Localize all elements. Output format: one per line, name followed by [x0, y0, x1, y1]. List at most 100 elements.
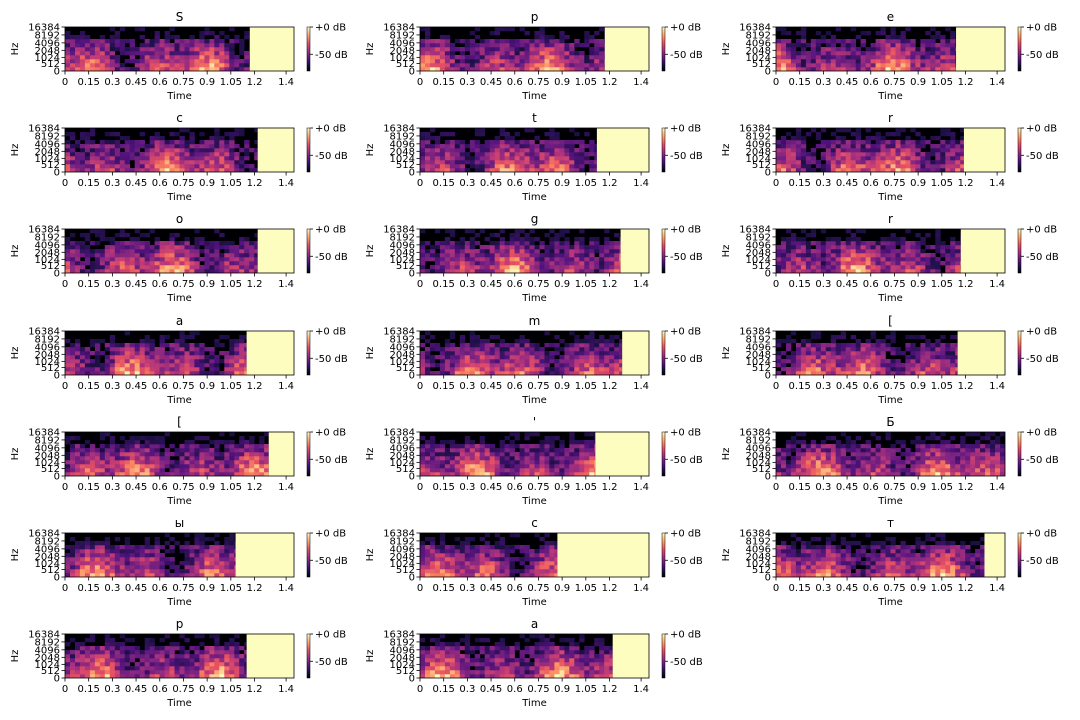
- spectrogram-cell: [895, 371, 901, 375]
- spectrogram-cell: [559, 160, 565, 165]
- spectrogram-cell: [860, 343, 866, 348]
- spectrogram-cell: [70, 164, 76, 169]
- spectrogram-cell: [425, 136, 431, 141]
- spectrogram-cell: [174, 355, 180, 360]
- spectrogram-cell: [950, 241, 956, 246]
- colorbar: [1018, 128, 1021, 172]
- spectrogram-cell: [154, 464, 160, 469]
- spectrogram-cell: [955, 156, 961, 161]
- spectrogram-cell: [159, 444, 165, 449]
- spectrogram-cell: [264, 456, 269, 461]
- spectrogram-cell: [609, 261, 615, 266]
- spectrogram-cell: [234, 253, 240, 258]
- spectrogram-cell: [259, 460, 265, 465]
- spectrogram-cell: [75, 355, 81, 360]
- spectrogram-cell: [89, 241, 96, 246]
- spectrogram-cell: [529, 261, 535, 266]
- spectrogram-energy: [65, 432, 269, 476]
- spectrogram-cell: [865, 367, 871, 372]
- y-tick-label: 512: [41, 59, 60, 70]
- spectrogram-cell: [464, 67, 471, 71]
- spectrogram-cell: [504, 59, 510, 64]
- spectrogram-cell: [479, 63, 485, 68]
- spectrogram-cell: [109, 43, 116, 48]
- spectrogram-cell: [950, 261, 956, 266]
- spectrogram-cell: [614, 371, 620, 375]
- spectrogram-cell: [805, 343, 812, 348]
- spectrogram-cell: [544, 245, 550, 250]
- spectrogram-cell: [209, 257, 215, 262]
- spectrogram-cell: [940, 335, 946, 340]
- spectrogram-cell: [204, 257, 210, 262]
- spectrogram-cell: [800, 245, 807, 250]
- spectrogram-cell: [915, 367, 921, 372]
- spectrogram-cell: [219, 51, 225, 56]
- spectrogram-cell: [239, 351, 245, 356]
- y-axis-label: Hz: [365, 144, 376, 157]
- spectrogram-cell: [805, 347, 812, 352]
- spectrogram-cell: [514, 164, 520, 169]
- spectrogram-cell: [830, 245, 837, 250]
- spectrogram-cell: [144, 440, 150, 445]
- spectrogram-cell: [70, 436, 76, 441]
- spectrogram-cell: [139, 472, 145, 476]
- spectrogram-cell: [99, 67, 106, 71]
- colorbar-tick-label: -50 dB: [1026, 151, 1059, 162]
- spectrogram-cell: [234, 265, 240, 270]
- spectrogram-cell: [860, 249, 866, 254]
- spectrogram-cell: [114, 359, 121, 364]
- spectrogram-cell: [870, 261, 876, 266]
- spectrogram-cell: [895, 168, 901, 172]
- spectrogram-cell: [529, 39, 535, 44]
- spectrogram-cell: [70, 257, 76, 262]
- spectrogram-cell: [449, 367, 456, 372]
- spectrogram-cell: [124, 164, 130, 169]
- axes-frame: [775, 26, 1006, 72]
- spectrogram-cell: [950, 168, 956, 172]
- spectrogram-cell: [945, 59, 951, 64]
- spectrogram-cell: [524, 245, 530, 250]
- spectrogram-cell: [604, 351, 610, 356]
- y-tick-label: 8192: [390, 131, 415, 142]
- spectrogram-cell: [494, 27, 500, 32]
- spectrogram-cell: [184, 265, 190, 270]
- spectrogram-cell: [449, 269, 456, 273]
- spectrogram-cell: [99, 468, 106, 473]
- spectrogram-cell: [214, 359, 220, 364]
- spectrogram-cell: [564, 229, 570, 234]
- spectrogram-cell: [524, 339, 530, 344]
- spectrogram-cell: [825, 140, 832, 145]
- spectrogram-cell: [464, 63, 471, 68]
- colorbar-frame: [1017, 330, 1022, 376]
- spectrogram-cell: [244, 152, 250, 157]
- spectrogram-cell: [519, 261, 525, 266]
- spectrogram-cell: [109, 468, 116, 473]
- spectrogram-cell: [594, 144, 597, 149]
- spectrogram-cell: [940, 132, 946, 137]
- spectrogram-cell: [781, 148, 787, 153]
- spectrogram-cell: [950, 31, 956, 36]
- spectrogram-cell: [154, 237, 160, 242]
- spectrogram-cell: [469, 59, 476, 64]
- spectrogram-cell: [109, 355, 116, 360]
- spectrogram-cell: [604, 269, 610, 273]
- spectrogram-cell: [850, 249, 856, 254]
- spectrogram-cell: [159, 245, 165, 250]
- spectrogram-cell: [559, 156, 565, 161]
- spectrogram-cell: [890, 253, 896, 258]
- spectrogram-cell: [489, 335, 495, 340]
- spectrogram-cell: [835, 363, 841, 368]
- spectrogram-cell: [574, 156, 580, 161]
- x-axis-label: Time: [166, 91, 191, 102]
- spectrogram-cell: [229, 452, 235, 457]
- spectrogram-cell: [94, 452, 101, 457]
- spectrogram-cell: [434, 63, 441, 68]
- spectrogram-cell: [109, 160, 116, 165]
- spectrogram-cell: [224, 371, 230, 375]
- spectrogram-cell: [75, 468, 81, 473]
- spectrogram-cell: [434, 59, 441, 64]
- spectrogram-cell: [845, 347, 851, 352]
- spectrogram-cell: [194, 444, 200, 449]
- spectrogram-cell: [164, 140, 170, 145]
- spectrogram-cell: [880, 371, 886, 375]
